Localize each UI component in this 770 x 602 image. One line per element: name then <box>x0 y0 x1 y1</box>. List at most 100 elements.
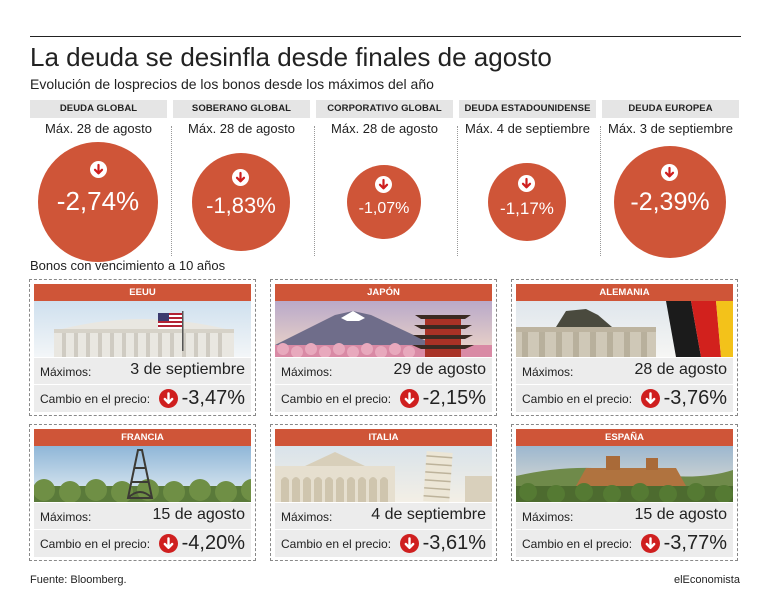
country-card: ALEMANIA Máximos: 28 de agosto Cambio en el… <box>511 279 738 416</box>
global-bubble: -1,17% <box>487 162 567 242</box>
max-date: 15 de agosto <box>152 506 245 523</box>
column-divider <box>457 126 458 256</box>
global-bubble-value: -1,17% <box>500 198 554 218</box>
max-label: Máximos: <box>281 365 333 379</box>
down-arrow-icon <box>641 534 660 553</box>
source-note: Fuente: Bloomberg. <box>30 574 127 586</box>
max-row: Máximos: 15 de agosto <box>516 503 733 529</box>
change-value: -3,77% <box>663 532 727 554</box>
page-title: La deuda se desinfla desde finales de ag… <box>30 42 552 72</box>
down-arrow-icon <box>661 163 679 181</box>
max-label: Máximos: <box>40 365 92 379</box>
down-arrow-icon <box>375 176 393 194</box>
down-arrow-icon <box>518 175 536 193</box>
global-column: DEUDA ESTADOUNIDENSE Máx. 4 de septiembre… <box>459 100 601 258</box>
max-date: 29 de agosto <box>393 361 486 378</box>
global-max-date: Máx. 28 de agosto <box>331 121 438 136</box>
change-label: Cambio en el precio: <box>522 392 633 406</box>
down-arrow-icon <box>400 534 419 553</box>
max-label: Máximos: <box>522 510 574 524</box>
max-row: Máximos: 29 de agosto <box>275 358 492 384</box>
country-card: FRANCIA Máximos: 15 de agosto Cambio en el … <box>29 424 256 561</box>
top-rule <box>30 36 741 37</box>
max-date: 28 de agosto <box>634 361 727 378</box>
column-divider <box>314 126 315 256</box>
global-bubble: -1,83% <box>191 152 291 252</box>
country-name: JAPÓN <box>275 284 492 301</box>
global-bubble: -2,74% <box>38 142 158 262</box>
down-arrow-icon <box>159 534 178 553</box>
country-card: ITALIA Máximos: 4 de septiembre Cambio en e… <box>270 424 497 561</box>
change-row: Cambio en el precio: -2,15% <box>275 385 492 412</box>
max-row: Máximos: 3 de septiembre <box>34 358 251 384</box>
global-bubble-value: -1,07% <box>358 199 410 217</box>
global-column-header: SOBERANO GLOBAL <box>173 100 310 118</box>
global-bubble: -1,07% <box>346 164 422 240</box>
global-bubble-value: -2,74% <box>56 185 140 216</box>
max-label: Máximos: <box>40 510 92 524</box>
change-label: Cambio en el precio: <box>522 537 633 551</box>
down-arrow-icon <box>232 168 250 186</box>
section-title: Bonos con vencimiento a 10 años <box>30 258 226 273</box>
global-max-date: Máx. 4 de septiembre <box>464 121 590 136</box>
country-name: ITALIA <box>275 429 492 446</box>
change-row: Cambio en el precio: -3,47% <box>34 385 251 412</box>
max-date: 3 de septiembre <box>130 361 245 378</box>
page-subtitle: Evolución de losprecios de los bonos des… <box>30 76 434 92</box>
change-label: Cambio en el precio: <box>40 392 151 406</box>
change-label: Cambio en el precio: <box>281 392 392 406</box>
max-date: 4 de septiembre <box>371 506 486 523</box>
max-label: Máximos: <box>522 365 574 379</box>
change-row: Cambio en el precio: -3,76% <box>516 385 733 412</box>
country-photo <box>516 301 733 357</box>
country-photo <box>516 446 733 502</box>
change-value: -3,76% <box>663 387 727 409</box>
country-photo <box>275 301 492 357</box>
down-arrow-icon <box>159 389 178 408</box>
max-row: Máximos: 4 de septiembre <box>275 503 492 529</box>
country-photo <box>34 301 251 357</box>
max-date: 15 de agosto <box>634 506 727 523</box>
change-row: Cambio en el precio: -4,20% <box>34 530 251 557</box>
global-bubble: -2,39% <box>613 145 727 259</box>
global-column-header: CORPORATIVO GLOBAL <box>316 100 453 118</box>
global-column-header: DEUDA EUROPEA <box>602 100 739 118</box>
change-value: -3,47% <box>181 387 245 409</box>
change-value: -3,61% <box>422 532 486 554</box>
country-photo <box>275 446 492 502</box>
change-row: Cambio en el precio: -3,77% <box>516 530 733 557</box>
brand-logo: elEconomista <box>673 574 740 586</box>
global-max-date: Máx. 3 de septiembre <box>607 121 733 136</box>
country-name: EEUU <box>34 284 251 301</box>
country-name: ALEMANIA <box>516 284 733 301</box>
country-card: EEUU Máximos: 3 de septiembre Cambio en el … <box>29 279 256 416</box>
country-card: JAPÓN Máximos: 29 de agosto Cambio en el pr… <box>270 279 497 416</box>
country-name: ESPAÑA <box>516 429 733 446</box>
global-max-date: Máx. 28 de agosto <box>45 121 152 136</box>
global-column-header: DEUDA GLOBAL <box>30 100 167 118</box>
country-name: FRANCIA <box>34 429 251 446</box>
max-row: Máximos: 28 de agosto <box>516 358 733 384</box>
country-photo <box>34 446 251 502</box>
global-bubble-value: -2,39% <box>630 188 710 217</box>
max-row: Máximos: 15 de agosto <box>34 503 251 529</box>
change-label: Cambio en el precio: <box>40 537 151 551</box>
change-value: -2,15% <box>422 387 486 409</box>
down-arrow-icon <box>641 389 660 408</box>
down-arrow-icon <box>400 389 419 408</box>
global-bubble-value: -1,83% <box>206 192 276 218</box>
change-label: Cambio en el precio: <box>281 537 392 551</box>
country-card: ESPAÑA Máximos: 15 de agosto Cambio en el p… <box>511 424 738 561</box>
column-divider <box>171 126 172 256</box>
column-divider <box>600 126 601 256</box>
change-value: -4,20% <box>181 532 245 554</box>
global-column: DEUDA EUROPEA Máx. 3 de septiembre -2,39% <box>602 100 739 259</box>
global-column-header: DEUDA ESTADOUNIDENSE <box>459 100 596 118</box>
global-column: SOBERANO GLOBAL Máx. 28 de agosto -1,83% <box>173 100 315 258</box>
max-label: Máximos: <box>281 510 333 524</box>
global-max-date: Máx. 28 de agosto <box>188 121 295 136</box>
global-column: DEUDA GLOBAL Máx. 28 de agosto -2,74% <box>30 100 172 262</box>
change-row: Cambio en el precio: -3,61% <box>275 530 492 557</box>
down-arrow-icon <box>89 161 107 179</box>
global-column: CORPORATIVO GLOBAL Máx. 28 de agosto -1,07… <box>316 100 458 258</box>
